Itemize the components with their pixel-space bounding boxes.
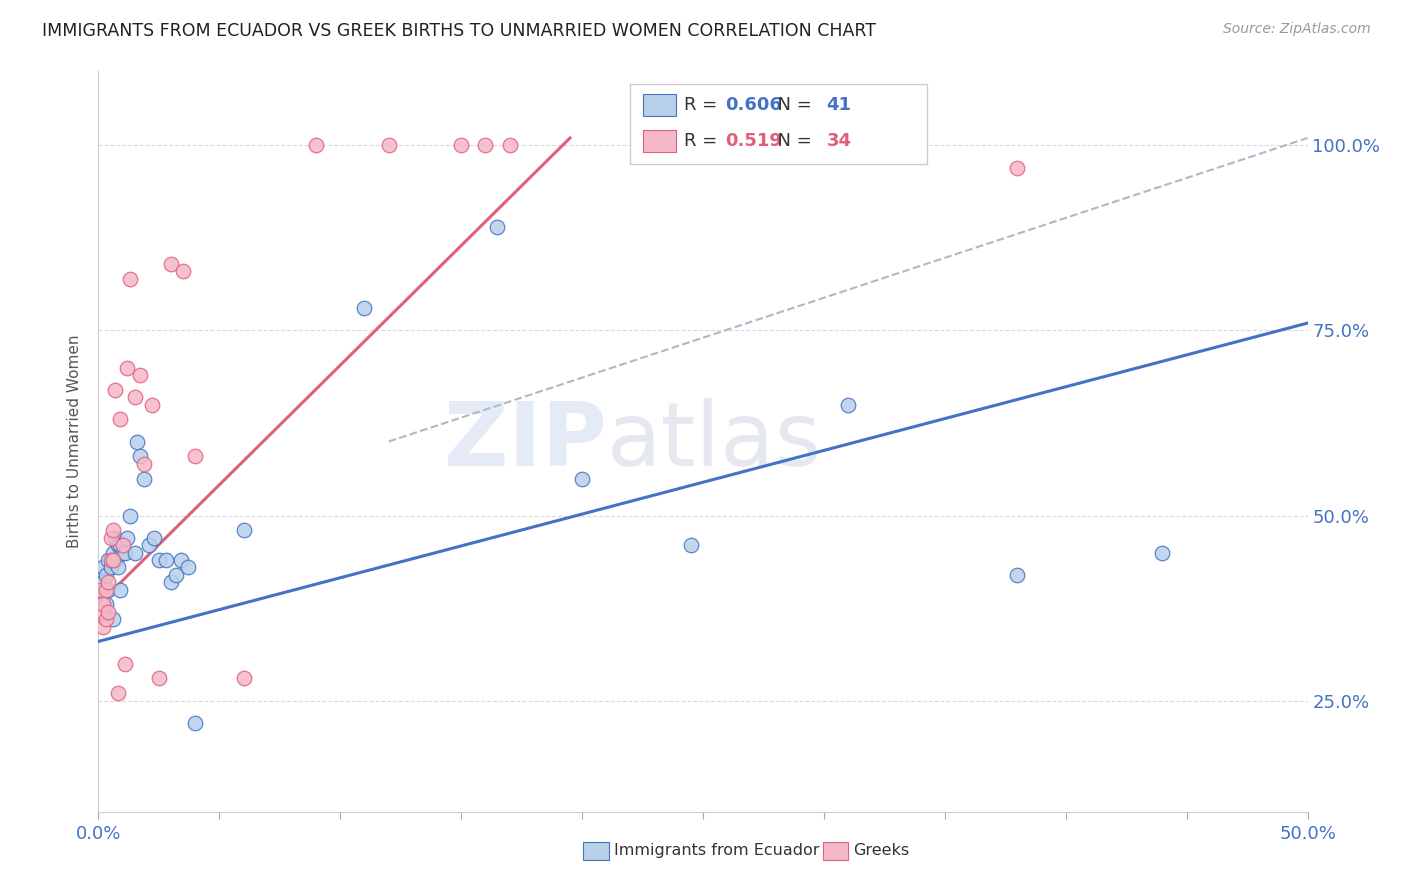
Point bbox=[143, 531, 166, 545]
Text: R =: R = bbox=[683, 132, 723, 150]
Point bbox=[148, 553, 170, 567]
Point bbox=[141, 398, 163, 412]
Point bbox=[104, 553, 127, 567]
Point bbox=[124, 390, 146, 404]
Text: N =: N = bbox=[766, 95, 817, 113]
Point bbox=[101, 612, 124, 626]
Point bbox=[114, 657, 136, 671]
Point bbox=[571, 471, 593, 485]
Point bbox=[108, 538, 131, 552]
Point bbox=[486, 219, 509, 234]
Point bbox=[118, 271, 141, 285]
Text: 0.519: 0.519 bbox=[724, 132, 782, 150]
Point bbox=[450, 138, 472, 153]
Point bbox=[127, 434, 149, 449]
Text: Source: ZipAtlas.com: Source: ZipAtlas.com bbox=[1223, 22, 1371, 37]
Text: 41: 41 bbox=[827, 95, 852, 113]
Point bbox=[91, 620, 114, 634]
Point bbox=[128, 368, 150, 382]
Text: Immigrants from Ecuador: Immigrants from Ecuador bbox=[614, 844, 820, 858]
Text: 0.0%: 0.0% bbox=[76, 825, 121, 843]
Point bbox=[837, 398, 859, 412]
Point bbox=[160, 257, 183, 271]
Point bbox=[377, 138, 399, 153]
Point bbox=[232, 524, 254, 538]
Point bbox=[100, 531, 122, 545]
Point bbox=[94, 567, 117, 582]
Point bbox=[160, 575, 183, 590]
Text: 34: 34 bbox=[827, 132, 852, 150]
FancyBboxPatch shape bbox=[643, 130, 676, 152]
Point bbox=[117, 531, 139, 545]
Point bbox=[107, 560, 129, 574]
FancyBboxPatch shape bbox=[643, 94, 676, 116]
Point bbox=[97, 605, 120, 619]
Text: ZIP: ZIP bbox=[443, 398, 606, 485]
Point bbox=[1007, 567, 1029, 582]
Point bbox=[134, 457, 156, 471]
Point bbox=[138, 538, 160, 552]
Point bbox=[90, 582, 112, 597]
Point bbox=[498, 138, 520, 153]
Y-axis label: Births to Unmarried Women: Births to Unmarried Women bbox=[67, 334, 83, 549]
Point bbox=[177, 560, 200, 574]
Point bbox=[172, 264, 194, 278]
Point bbox=[94, 598, 117, 612]
Text: Greeks: Greeks bbox=[853, 844, 910, 858]
Text: atlas: atlas bbox=[606, 398, 821, 485]
Point bbox=[97, 582, 120, 597]
Point bbox=[90, 582, 112, 597]
Point bbox=[111, 538, 134, 552]
Point bbox=[108, 582, 131, 597]
Point bbox=[94, 612, 117, 626]
Point bbox=[101, 545, 124, 560]
Point bbox=[104, 383, 127, 397]
Text: 50.0%: 50.0% bbox=[1279, 825, 1336, 843]
Point bbox=[353, 301, 375, 316]
Point bbox=[101, 524, 124, 538]
Point bbox=[155, 553, 177, 567]
Point bbox=[94, 582, 117, 597]
Point bbox=[90, 605, 112, 619]
Text: 0.606: 0.606 bbox=[724, 95, 782, 113]
Point bbox=[1152, 545, 1174, 560]
Point bbox=[184, 450, 207, 464]
Point bbox=[107, 538, 129, 552]
Point bbox=[114, 545, 136, 560]
Point bbox=[100, 553, 122, 567]
Point bbox=[111, 545, 134, 560]
Point bbox=[97, 553, 120, 567]
Point bbox=[97, 575, 120, 590]
Point bbox=[91, 575, 114, 590]
Text: IMMIGRANTS FROM ECUADOR VS GREEK BIRTHS TO UNMARRIED WOMEN CORRELATION CHART: IMMIGRANTS FROM ECUADOR VS GREEK BIRTHS … bbox=[42, 22, 876, 40]
Point bbox=[91, 598, 114, 612]
Point bbox=[100, 560, 122, 574]
Point bbox=[474, 138, 496, 153]
Point bbox=[232, 672, 254, 686]
Point bbox=[91, 560, 114, 574]
Point bbox=[165, 567, 187, 582]
Point bbox=[104, 531, 127, 545]
Point bbox=[1007, 161, 1029, 175]
Point bbox=[148, 672, 170, 686]
Point bbox=[169, 553, 191, 567]
Point bbox=[118, 508, 141, 523]
Point bbox=[124, 545, 146, 560]
Point bbox=[134, 471, 156, 485]
Point bbox=[679, 538, 702, 552]
Point bbox=[128, 450, 150, 464]
Text: R =: R = bbox=[683, 95, 723, 113]
Point bbox=[184, 715, 207, 730]
Point bbox=[108, 412, 131, 426]
Point bbox=[101, 553, 124, 567]
Point bbox=[117, 360, 139, 375]
FancyBboxPatch shape bbox=[630, 84, 927, 164]
Point bbox=[107, 686, 129, 700]
Text: N =: N = bbox=[766, 132, 817, 150]
Point bbox=[305, 138, 328, 153]
